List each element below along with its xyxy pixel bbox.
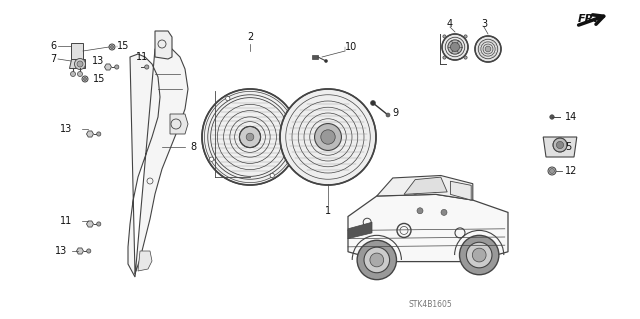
Polygon shape <box>128 47 188 277</box>
Circle shape <box>485 46 491 52</box>
Circle shape <box>371 100 376 106</box>
Circle shape <box>97 132 101 136</box>
Polygon shape <box>86 221 93 227</box>
Circle shape <box>209 157 214 161</box>
Circle shape <box>280 89 376 185</box>
Circle shape <box>460 235 499 275</box>
Circle shape <box>417 208 423 214</box>
Circle shape <box>443 56 446 59</box>
Polygon shape <box>348 194 508 262</box>
Circle shape <box>111 46 113 48</box>
Text: STK4B1605: STK4B1605 <box>408 300 452 309</box>
Circle shape <box>386 113 390 117</box>
Circle shape <box>364 247 390 273</box>
Circle shape <box>556 141 564 149</box>
Text: FR.: FR. <box>578 14 599 24</box>
Polygon shape <box>104 64 111 70</box>
Text: 13: 13 <box>55 246 67 256</box>
Text: 5: 5 <box>565 142 572 152</box>
Text: 13: 13 <box>92 56 104 66</box>
Circle shape <box>441 209 447 215</box>
Circle shape <box>286 113 291 117</box>
Polygon shape <box>86 131 93 137</box>
Circle shape <box>86 249 91 253</box>
Circle shape <box>451 42 460 52</box>
Text: 12: 12 <box>565 166 577 176</box>
Text: 15: 15 <box>93 74 106 84</box>
Text: 15: 15 <box>117 41 129 51</box>
Text: 9: 9 <box>392 108 398 118</box>
Polygon shape <box>155 31 172 59</box>
Polygon shape <box>134 64 141 70</box>
Circle shape <box>442 34 468 60</box>
Polygon shape <box>69 59 85 68</box>
Text: 10: 10 <box>345 42 357 52</box>
Text: 8: 8 <box>190 142 196 152</box>
Circle shape <box>472 248 486 262</box>
Circle shape <box>82 76 88 82</box>
Polygon shape <box>404 177 447 194</box>
Text: 1: 1 <box>325 206 331 216</box>
Circle shape <box>145 65 149 69</box>
Polygon shape <box>543 137 577 157</box>
Text: 2: 2 <box>247 32 253 42</box>
Circle shape <box>464 35 467 38</box>
Circle shape <box>115 65 119 69</box>
Polygon shape <box>77 248 83 254</box>
Bar <box>71 43 83 59</box>
Circle shape <box>74 58 86 70</box>
Circle shape <box>357 240 397 280</box>
Circle shape <box>202 89 298 185</box>
Circle shape <box>77 61 83 67</box>
Polygon shape <box>170 114 188 134</box>
Circle shape <box>448 40 462 54</box>
Polygon shape <box>377 175 473 200</box>
Circle shape <box>467 242 492 268</box>
Text: 14: 14 <box>565 112 577 122</box>
Polygon shape <box>348 222 372 239</box>
Circle shape <box>77 71 83 77</box>
Bar <box>312 55 318 59</box>
Circle shape <box>464 56 467 59</box>
Circle shape <box>475 36 501 62</box>
Circle shape <box>432 188 437 193</box>
Circle shape <box>550 168 554 174</box>
Text: 11: 11 <box>60 216 72 226</box>
Circle shape <box>321 130 335 144</box>
Polygon shape <box>138 251 152 271</box>
Circle shape <box>246 133 254 141</box>
Circle shape <box>97 222 101 226</box>
Polygon shape <box>451 181 471 200</box>
Circle shape <box>315 123 342 151</box>
Circle shape <box>70 71 76 77</box>
Text: 3: 3 <box>481 19 487 29</box>
Circle shape <box>443 35 446 38</box>
Circle shape <box>550 115 554 119</box>
Text: 13: 13 <box>60 124 72 134</box>
Circle shape <box>370 253 384 267</box>
Circle shape <box>226 96 230 101</box>
Text: 7: 7 <box>50 54 56 64</box>
Circle shape <box>553 138 567 152</box>
Circle shape <box>83 78 86 80</box>
Circle shape <box>109 44 115 50</box>
Circle shape <box>548 167 556 175</box>
Text: 6: 6 <box>50 41 56 51</box>
Circle shape <box>239 126 260 148</box>
Circle shape <box>413 189 418 194</box>
Circle shape <box>324 60 328 63</box>
Circle shape <box>270 173 275 178</box>
Text: 11: 11 <box>136 52 148 62</box>
Text: 4: 4 <box>447 19 453 29</box>
